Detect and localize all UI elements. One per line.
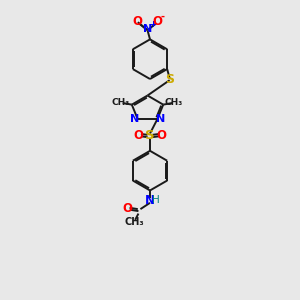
- Text: N: N: [130, 114, 140, 124]
- Text: CH₃: CH₃: [124, 217, 144, 227]
- Text: N: N: [143, 25, 152, 34]
- Text: H: H: [152, 195, 160, 206]
- Text: S: S: [165, 73, 174, 86]
- Text: N: N: [156, 114, 165, 124]
- Text: +: +: [148, 20, 156, 29]
- Text: N: N: [145, 194, 155, 207]
- Text: O: O: [157, 129, 166, 142]
- Text: CH₃: CH₃: [112, 98, 130, 107]
- Text: CH₃: CH₃: [165, 98, 183, 107]
- Text: O: O: [133, 15, 142, 28]
- Text: O: O: [123, 202, 133, 215]
- Text: O: O: [134, 129, 143, 142]
- Text: S: S: [145, 130, 155, 142]
- Text: -: -: [160, 11, 164, 21]
- Text: O: O: [152, 15, 162, 28]
